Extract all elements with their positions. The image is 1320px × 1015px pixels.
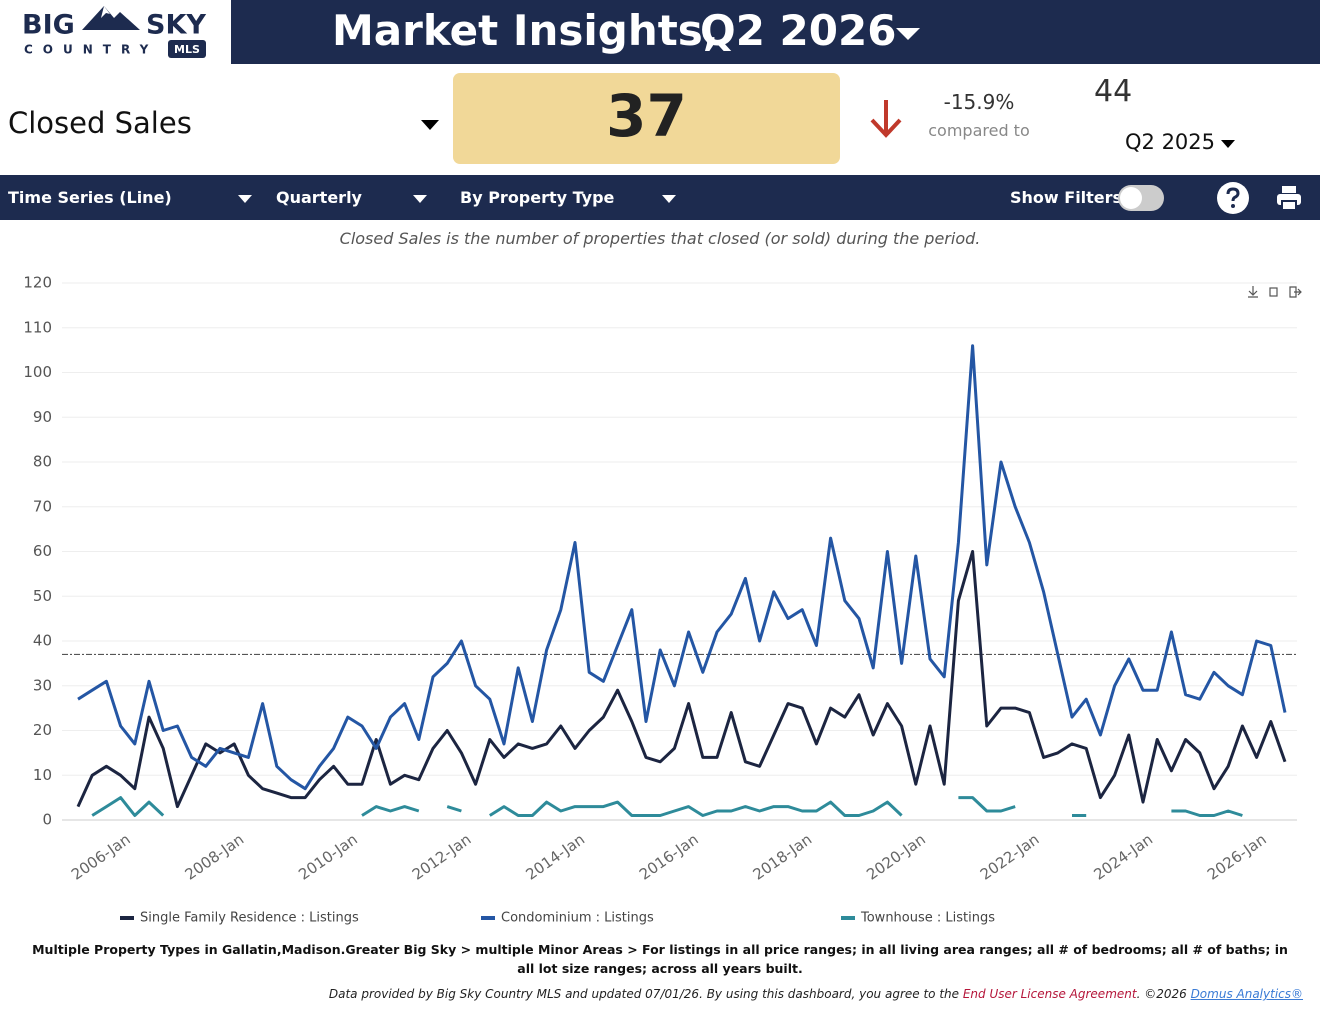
y-tick-label: 40 bbox=[33, 632, 52, 650]
y-tick-label: 110 bbox=[23, 318, 52, 336]
snow bbox=[101, 6, 110, 18]
print-top bbox=[1282, 186, 1296, 193]
provider: Data provided by Big Sky Country MLS and… bbox=[328, 987, 963, 1001]
period-select[interactable]: Q2 2026 bbox=[700, 6, 897, 55]
x-tick-label: 2022-Jan bbox=[977, 830, 1043, 883]
y-tick-label: 0 bbox=[42, 811, 52, 829]
print-paper bbox=[1281, 200, 1297, 211]
x-tick-label: 2006-Jan bbox=[68, 830, 134, 883]
y-tick-label: 30 bbox=[33, 676, 52, 694]
grouping-select[interactable]: By Property Type bbox=[460, 188, 615, 207]
y-tick-label: 70 bbox=[33, 497, 52, 515]
help-icon[interactable] bbox=[1216, 181, 1250, 215]
kpi-value: 37 bbox=[606, 82, 687, 150]
logo-sky: SKY bbox=[146, 10, 206, 41]
series-line bbox=[77, 344, 1287, 791]
metric-dropdown[interactable] bbox=[421, 120, 439, 130]
x-tick-label: 2014-Jan bbox=[522, 830, 588, 883]
description: Closed Sales is the number of properties… bbox=[339, 229, 981, 248]
chart-type-select[interactable]: Time Series (Line) bbox=[8, 188, 172, 207]
grouping-dropdown[interactable] bbox=[662, 195, 676, 203]
footer-note: Data provided by Big Sky Country MLS and… bbox=[329, 987, 1303, 1001]
logo-badge bbox=[168, 40, 206, 58]
series-line bbox=[91, 796, 1243, 817]
y-tick-label: 120 bbox=[23, 274, 52, 292]
criteria: Multiple Property Types in Gallatin,Madi… bbox=[32, 942, 1288, 976]
interval-dropdown[interactable] bbox=[413, 195, 427, 203]
y-tick-label: 20 bbox=[33, 721, 52, 739]
x-tick-label: 2012-Jan bbox=[409, 830, 475, 883]
download-icon[interactable] bbox=[1248, 286, 1258, 298]
x-tick-label: 2024-Jan bbox=[1090, 830, 1156, 883]
legend-label: Townhouse : Listings bbox=[860, 911, 995, 926]
logo: BIG SKY COUNTRY MLS bbox=[0, 0, 231, 64]
logo-badge-text: MLS bbox=[174, 43, 200, 56]
y-tick-label: 60 bbox=[33, 542, 52, 560]
filter-toggle[interactable] bbox=[1118, 185, 1164, 211]
help-mark bbox=[1226, 187, 1240, 202]
x-tick-label: 2008-Jan bbox=[182, 830, 248, 883]
arrow-path bbox=[870, 100, 902, 138]
series-line bbox=[76, 550, 1287, 809]
legend-label: Single Family Residence : Listings bbox=[140, 911, 359, 926]
y-tick-label: 90 bbox=[33, 408, 52, 426]
chart: 0 10 20 30 40 50 60 70 80 90 100 110 120 2006-Jan 2008… bbox=[23, 274, 1302, 926]
kpi-change: -15.9% bbox=[943, 90, 1015, 114]
metric-select[interactable]: Closed Sales bbox=[8, 106, 192, 140]
kpi-box bbox=[453, 73, 840, 164]
prior-value: 44 bbox=[1094, 74, 1133, 109]
x-tick-label: 2018-Jan bbox=[750, 830, 816, 883]
copy-icon[interactable] bbox=[1269, 287, 1278, 297]
x-tick-label: 2016-Jan bbox=[636, 830, 702, 883]
vendor-link[interactable]: Domus Analytics® bbox=[1190, 987, 1303, 1001]
eula-link[interactable]: End User License Agreement bbox=[962, 987, 1137, 1001]
compared-to: compared to bbox=[928, 121, 1030, 140]
show-filters-label: Show Filters: bbox=[1010, 188, 1129, 207]
period-dropdown[interactable] bbox=[896, 28, 920, 40]
header-title: Market Insights, bbox=[332, 6, 719, 55]
legend-label: Condominium : Listings bbox=[501, 911, 654, 926]
toggle-knob bbox=[1120, 187, 1142, 209]
y-tick-label: 80 bbox=[33, 453, 52, 471]
logo-art: BIG SKY COUNTRY MLS bbox=[22, 6, 206, 58]
logo-big: BIG bbox=[22, 10, 75, 41]
down-arrow bbox=[870, 100, 902, 138]
copyright: . ©2026 bbox=[1136, 987, 1191, 1001]
mountain bbox=[82, 6, 140, 30]
y-tick-label: 100 bbox=[23, 363, 52, 381]
interval-select[interactable]: Quarterly bbox=[276, 188, 362, 207]
help-dot bbox=[1231, 204, 1235, 208]
y-tick-label: 10 bbox=[33, 766, 52, 784]
x-tick-label: 2026-Jan bbox=[1204, 830, 1270, 883]
chart-type-dropdown[interactable] bbox=[238, 195, 252, 203]
export-icon[interactable] bbox=[1289, 286, 1302, 298]
toolbar bbox=[0, 175, 1320, 220]
prior-period-select[interactable]: Q2 2025 bbox=[1125, 130, 1216, 154]
y-tick-label: 50 bbox=[33, 587, 52, 605]
export-icons bbox=[1248, 286, 1302, 298]
print-icon[interactable] bbox=[1276, 185, 1302, 211]
logo-country: COUNTRY bbox=[24, 43, 158, 57]
x-tick-label: 2010-Jan bbox=[295, 830, 361, 883]
header-bar bbox=[231, 0, 1320, 64]
x-tick-label: 2020-Jan bbox=[863, 830, 929, 883]
prior-period-dropdown[interactable] bbox=[1221, 140, 1235, 148]
